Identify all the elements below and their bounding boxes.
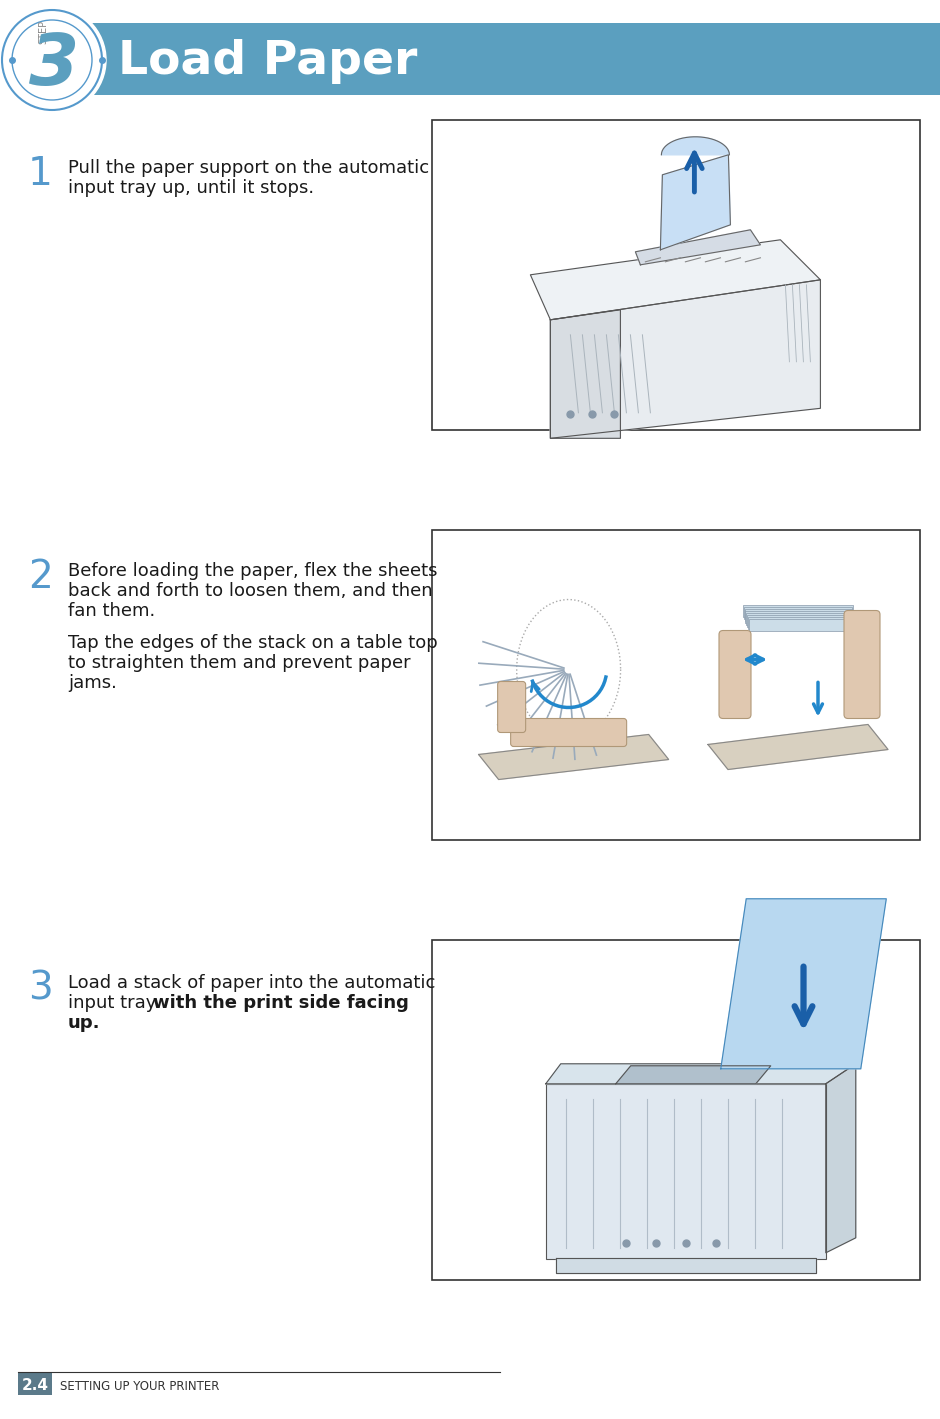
Bar: [546, 1084, 825, 1259]
Polygon shape: [556, 1257, 816, 1273]
Polygon shape: [616, 1066, 771, 1084]
Text: 2: 2: [28, 558, 53, 596]
Bar: [432, 531, 920, 840]
FancyBboxPatch shape: [743, 604, 853, 616]
Text: 1: 1: [28, 155, 53, 193]
Text: 3: 3: [28, 971, 53, 1007]
Text: up.: up.: [68, 1015, 101, 1032]
Polygon shape: [662, 136, 729, 155]
Text: input tray up, until it stops.: input tray up, until it stops.: [68, 179, 314, 197]
FancyBboxPatch shape: [746, 613, 850, 624]
Polygon shape: [721, 898, 886, 1069]
Polygon shape: [708, 725, 888, 769]
FancyBboxPatch shape: [744, 609, 852, 620]
Text: to straighten them and prevent paper: to straighten them and prevent paper: [68, 654, 411, 673]
Text: back and forth to loosen them, and then: back and forth to loosen them, and then: [68, 582, 432, 600]
Text: 3: 3: [29, 31, 79, 101]
Text: SETTING UP YOUR PRINTER: SETTING UP YOUR PRINTER: [60, 1379, 219, 1392]
FancyBboxPatch shape: [497, 681, 525, 732]
Bar: [82, 28, 112, 89]
Polygon shape: [551, 280, 821, 438]
Text: input tray: input tray: [68, 993, 162, 1012]
Text: Tap the edges of the stack on a table top: Tap the edges of the stack on a table to…: [68, 634, 438, 651]
Bar: [432, 121, 920, 430]
Polygon shape: [530, 240, 821, 319]
Text: Load a stack of paper into the automatic: Load a stack of paper into the automatic: [68, 973, 435, 992]
FancyBboxPatch shape: [77, 23, 940, 95]
Polygon shape: [546, 1064, 855, 1084]
Polygon shape: [635, 230, 760, 265]
FancyBboxPatch shape: [745, 610, 851, 623]
Text: Load Paper: Load Paper: [118, 38, 417, 84]
FancyBboxPatch shape: [844, 610, 880, 718]
FancyBboxPatch shape: [747, 614, 850, 627]
Text: jams.: jams.: [68, 674, 117, 692]
FancyBboxPatch shape: [748, 619, 848, 630]
Polygon shape: [825, 1064, 855, 1253]
Text: STEP: STEP: [38, 20, 48, 44]
FancyBboxPatch shape: [510, 718, 627, 746]
Circle shape: [0, 6, 106, 114]
Text: 2.4: 2.4: [22, 1378, 49, 1393]
Text: fan them.: fan them.: [68, 602, 155, 620]
FancyBboxPatch shape: [748, 616, 849, 629]
Bar: [432, 939, 920, 1280]
Polygon shape: [661, 155, 730, 250]
Polygon shape: [478, 735, 668, 779]
Text: Pull the paper support on the automatic: Pull the paper support on the automatic: [68, 159, 430, 177]
Text: with the print side facing: with the print side facing: [153, 993, 409, 1012]
FancyBboxPatch shape: [744, 606, 853, 619]
Text: Before loading the paper, flex the sheets: Before loading the paper, flex the sheet…: [68, 562, 437, 580]
Bar: [18, 1374, 52, 1395]
FancyBboxPatch shape: [719, 630, 751, 718]
Polygon shape: [551, 309, 620, 438]
